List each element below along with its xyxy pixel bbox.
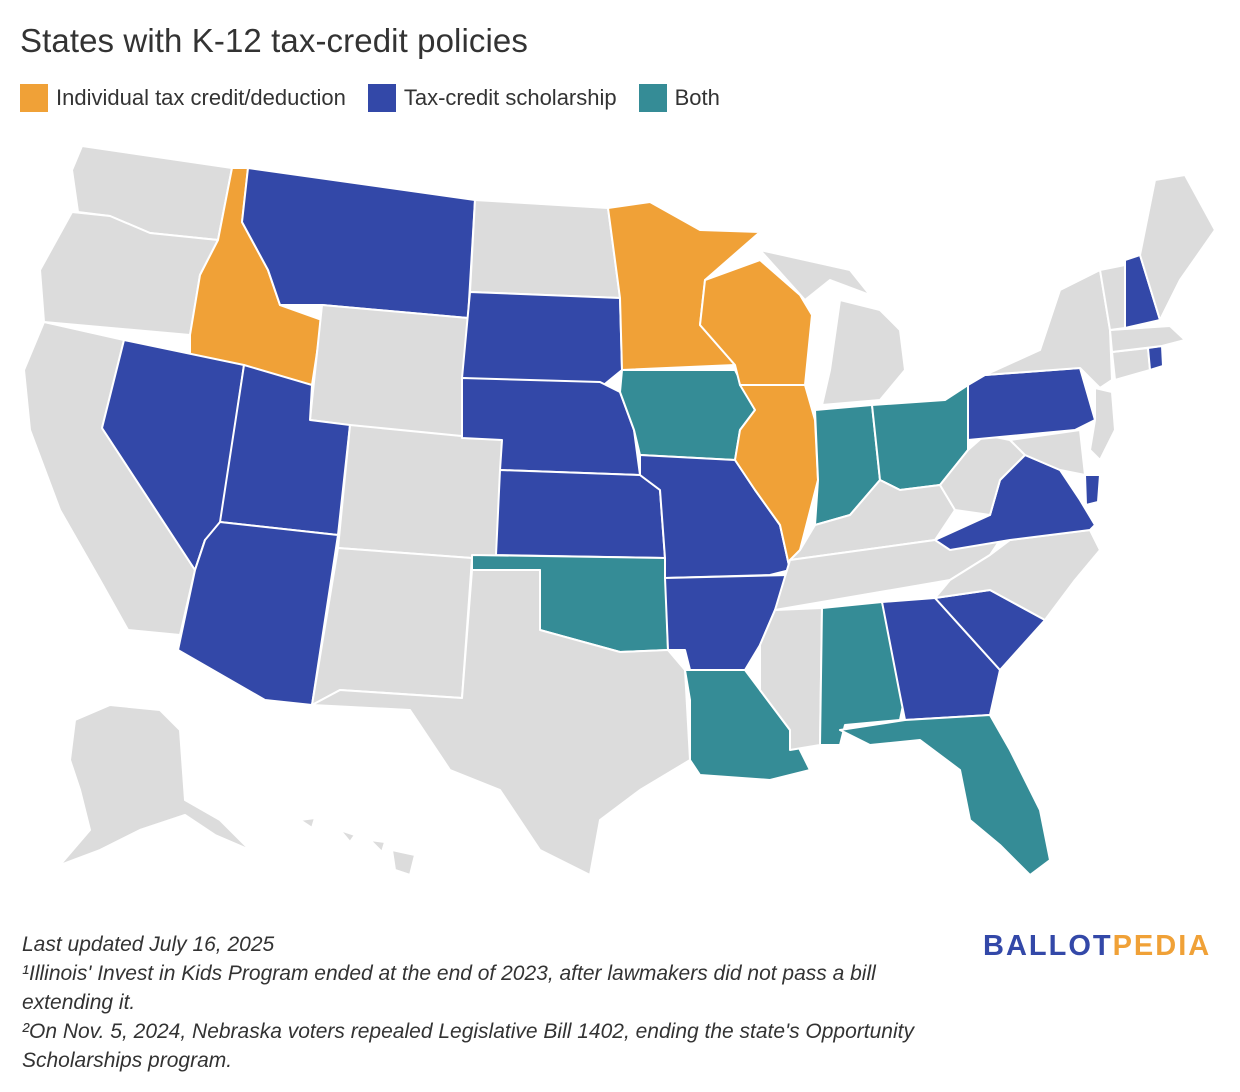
state-fl[interactable]: [839, 714, 1051, 876]
legend-swatch-individual: [20, 84, 48, 112]
map-title: States with K-12 tax-credit policies: [20, 22, 528, 59]
state-mt[interactable]: [241, 167, 476, 319]
state-ny[interactable]: [984, 269, 1113, 389]
state-wy[interactable]: [309, 304, 469, 441]
legend-item-scholarship: Tax-credit scholarship: [367, 84, 617, 112]
state-md[interactable]: [1009, 429, 1086, 476]
state-ia[interactable]: [619, 369, 756, 461]
legend-label-scholarship: Tax-credit scholarship: [403, 85, 617, 110]
legend-label-individual: Individual tax credit/deduction: [56, 85, 346, 110]
ballotpedia-logo[interactable]: BALLOTPEDIA: [983, 930, 1211, 963]
legend-swatch-both: [638, 84, 667, 112]
last-updated-text: Last updated July 16, 2025: [22, 933, 275, 956]
state-de[interactable]: [1084, 474, 1101, 506]
logo-part-ballot: BALLOT: [983, 930, 1113, 962]
state-co[interactable]: [337, 424, 503, 561]
legend-item-individual: Individual tax credit/deduction: [20, 84, 346, 112]
state-nm[interactable]: [311, 547, 473, 706]
us-map: [0, 130, 1240, 900]
state-mi[interactable]: [759, 249, 906, 406]
footer-notes: Last updated July 16, 2025 ¹Illinois' In…: [22, 930, 962, 1075]
map-legend: Individual tax credit/deduction Tax-cred…: [20, 84, 742, 112]
state-ri[interactable]: [1147, 345, 1164, 371]
state-me[interactable]: [1139, 174, 1216, 321]
legend-label-both: Both: [674, 85, 720, 110]
logo-part-pedia: PEDIA: [1112, 930, 1212, 962]
state-tx[interactable]: [311, 569, 691, 876]
state-la[interactable]: [684, 669, 811, 781]
state-hi[interactable]: [299, 817, 416, 876]
state-nc[interactable]: [934, 529, 1101, 621]
footnote-nebraska: ²On Nov. 5, 2024, Nebraska voters repeal…: [22, 1020, 914, 1072]
state-il[interactable]: [734, 384, 819, 571]
us-map-svg: [23, 145, 1216, 876]
legend-swatch-scholarship: [367, 84, 396, 112]
state-ks[interactable]: [495, 469, 666, 559]
legend-item-both: Both: [638, 84, 720, 112]
state-az[interactable]: [177, 521, 339, 706]
state-sd[interactable]: [461, 291, 623, 389]
state-ma[interactable]: [1109, 325, 1186, 353]
footnote-illinois: ¹Illinois' Invest in Kids Program ended …: [22, 962, 876, 1014]
state-nj[interactable]: [1089, 387, 1116, 461]
state-ak[interactable]: [59, 704, 251, 866]
state-nd[interactable]: [469, 199, 621, 299]
state-ct[interactable]: [1111, 347, 1151, 381]
state-pa[interactable]: [967, 367, 1096, 441]
